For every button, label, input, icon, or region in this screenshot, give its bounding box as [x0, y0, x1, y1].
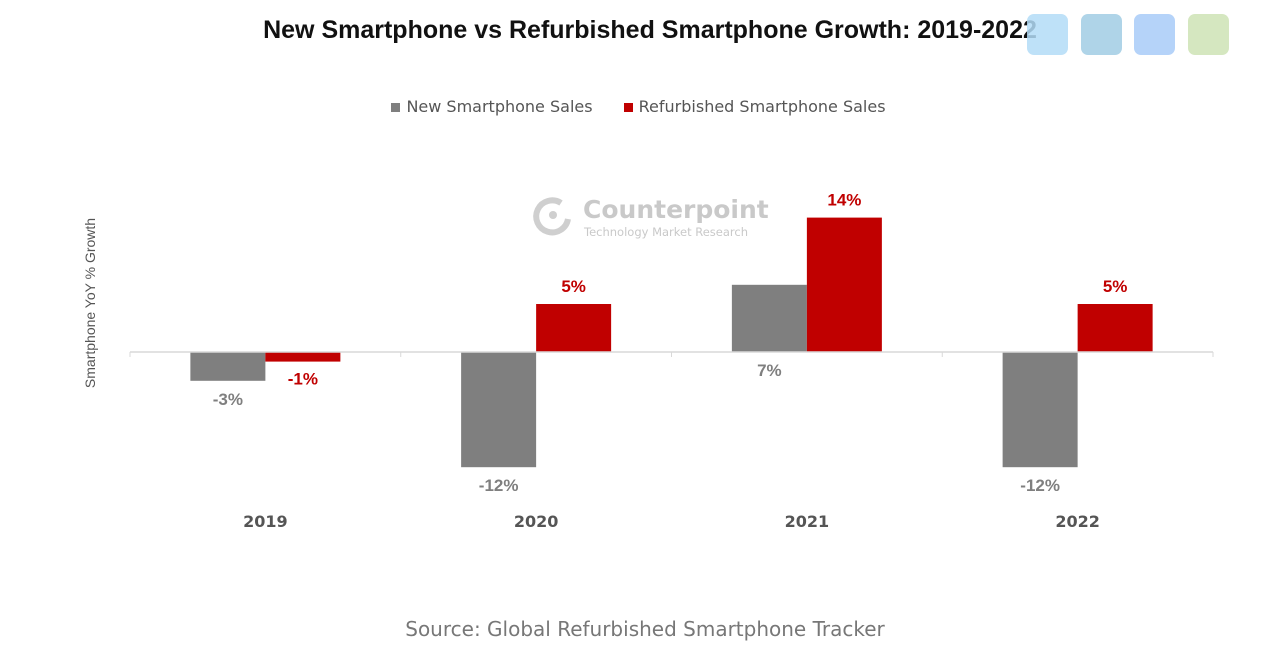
bar-new-2021 — [731, 284, 807, 352]
data-label-refurbished-2022: 5% — [1103, 277, 1128, 296]
legend: New Smartphone Sales Refurbished Smartph… — [0, 97, 1277, 116]
source-note: Source: Global Refurbished Smartphone Tr… — [405, 617, 885, 641]
color-swatch-2[interactable] — [1081, 14, 1122, 55]
color-swatch-4[interactable] — [1188, 14, 1229, 55]
watermark-tagline: Technology Market Research — [584, 225, 749, 239]
x-tick-label-2019: 2019 — [243, 512, 288, 531]
legend-item-refurbished: Refurbished Smartphone Sales — [623, 97, 886, 116]
watermark-brand: Counterpoint — [583, 195, 769, 224]
legend-label-new: New Smartphone Sales — [406, 97, 593, 116]
bar-refurbished-2022 — [1077, 304, 1153, 352]
legend-item-new: New Smartphone Sales — [391, 97, 593, 116]
data-label-new-2021: 7% — [757, 361, 782, 380]
x-tick-label-2022: 2022 — [1055, 512, 1100, 531]
data-label-new-2022: -12% — [1020, 476, 1060, 495]
bar-refurbished-2019 — [265, 352, 341, 362]
data-label-new-2019: -3% — [213, 390, 243, 409]
data-label-refurbished-2020: 5% — [561, 277, 586, 296]
counterpoint-logo-icon — [533, 197, 571, 236]
legend-label-refurbished: Refurbished Smartphone Sales — [638, 97, 886, 116]
legend-swatch-new — [391, 103, 401, 112]
bar-refurbished-2020 — [536, 304, 612, 352]
data-label-refurbished-2019: -1% — [288, 370, 318, 389]
bar-new-2022 — [1002, 352, 1078, 468]
x-tick-label-2020: 2020 — [514, 512, 559, 531]
x-tick-label-2021: 2021 — [785, 512, 830, 531]
color-swatch-1[interactable] — [1027, 14, 1068, 55]
chart-title: New Smartphone vs Refurbished Smartphone… — [263, 16, 1037, 44]
data-label-new-2020: -12% — [479, 476, 519, 495]
bar-new-2019 — [190, 352, 266, 381]
bar-refurbished-2021 — [806, 217, 882, 352]
legend-swatch-refurbished — [623, 103, 633, 112]
data-label-refurbished-2021: 14% — [827, 191, 861, 210]
bar-new-2020 — [461, 352, 537, 468]
color-swatch-3[interactable] — [1134, 14, 1175, 55]
